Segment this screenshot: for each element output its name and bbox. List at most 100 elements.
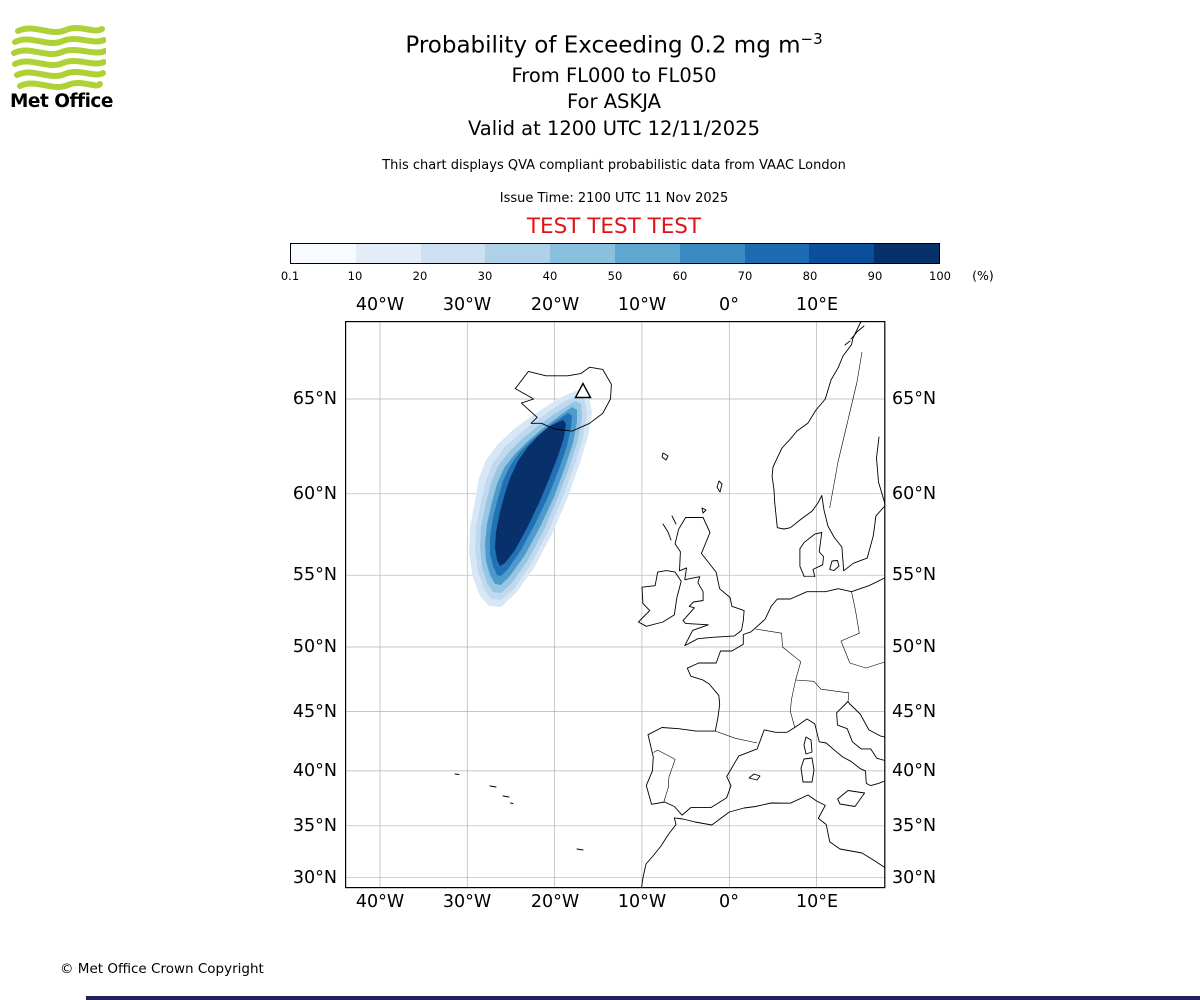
- logo-wave: [15, 25, 105, 35]
- graticule-grid: [345, 321, 885, 888]
- map-frame: [345, 321, 886, 889]
- logo-waves-graphic: [11, 25, 106, 90]
- colorbar-segment-2: [420, 244, 486, 263]
- copyright-text: © Met Office Crown Copyright: [60, 961, 264, 977]
- colorbar-tick: 60: [672, 269, 688, 283]
- qva-description: This chart displays QVA compliant probab…: [382, 158, 846, 173]
- colorbar-segment-0: [291, 244, 356, 263]
- logo-wave: [14, 69, 106, 79]
- met-office-logo: Met Office: [10, 24, 120, 112]
- y-tick-label-right: 30°N: [892, 868, 937, 888]
- colorbar-tick: 20: [412, 269, 428, 283]
- colorbar-tick: 30: [477, 269, 493, 283]
- x-tick-label-bottom: 10°W: [617, 892, 667, 912]
- coastline-azores: [454, 773, 514, 804]
- logo-text: Met Office: [10, 91, 113, 112]
- coastline-shetland: [716, 480, 723, 493]
- border-portugal-spain: [653, 749, 676, 803]
- title-text: Probability of Exceeding 0.2 mg m: [405, 32, 801, 59]
- map: [345, 321, 886, 889]
- test-banner: TEST TEST TEST: [526, 214, 702, 239]
- x-tick-label-top: 20°W: [530, 295, 580, 315]
- coastline-madeira: [576, 848, 584, 851]
- y-tick-label-left: 45°N: [292, 702, 337, 722]
- coastline-continental-europe: [645, 577, 886, 816]
- x-tick-label-top: 10°E: [795, 295, 839, 315]
- y-tick-label-right: 45°N: [892, 702, 937, 722]
- ash-plume: [469, 390, 592, 607]
- colorbar-segment-8: [809, 244, 875, 263]
- x-tick-label-bottom: 10°E: [795, 892, 839, 912]
- border-germany-poland-czech: [840, 591, 885, 669]
- border-norway-sweden: [829, 351, 863, 509]
- colorbar-segment-9: [874, 244, 939, 263]
- colorbar-tick: 70: [737, 269, 753, 283]
- y-tick-label-right: 50°N: [892, 637, 937, 657]
- colorbar-tick: 90: [867, 269, 883, 283]
- colorbar-tick: 40: [542, 269, 558, 283]
- coastline-scandinavia: [771, 321, 886, 572]
- page-title: Probability of Exceeding 0.2 mg m−3: [28, 30, 1200, 59]
- coastline-iceland: [514, 366, 612, 432]
- y-tick-label-right: 60°N: [892, 484, 937, 504]
- y-tick-label-left: 30°N: [292, 868, 337, 888]
- y-tick-label-left: 65°N: [292, 389, 337, 409]
- colorbar-segment-1: [355, 244, 421, 263]
- colorbar-tick: 50: [607, 269, 623, 283]
- colorbar-tick: 100: [929, 269, 951, 283]
- y-tick-label-left: 60°N: [292, 484, 337, 504]
- colorbar-segment-7: [744, 244, 810, 263]
- y-tick-label-left: 40°N: [292, 761, 337, 781]
- x-tick-label-top: 10°W: [617, 295, 667, 315]
- colorbar-tick: 0.1: [280, 269, 300, 283]
- colorbar-unit-label: (%): [972, 268, 994, 283]
- volcano-marker: [574, 382, 592, 399]
- colorbar-segment-5: [614, 244, 680, 263]
- subtitle-flight-levels: From FL000 to FL050: [511, 64, 717, 87]
- y-tick-label-right: 35°N: [892, 816, 937, 836]
- coastline-north-africa: [673, 794, 886, 868]
- y-tick-label-left: 35°N: [292, 816, 337, 836]
- logo-wave: [12, 36, 106, 46]
- y-tick-label-left: 55°N: [292, 565, 337, 585]
- x-tick-label-bottom: 0°: [719, 892, 739, 912]
- coastlines: [454, 321, 886, 889]
- coastline-orkney: [701, 507, 707, 514]
- subtitle-valid-time: Valid at 1200 UTC 12/11/2025: [467, 117, 761, 140]
- coastline-baltic-sweden: [876, 436, 886, 504]
- colorbar-segment-3: [485, 244, 551, 263]
- coastline-sardinia: [800, 757, 815, 783]
- coastline-zealand: [829, 560, 840, 571]
- logo-wave: [12, 58, 106, 68]
- logo-wave: [11, 47, 106, 57]
- x-tick-label-bottom: 30°W: [442, 892, 492, 912]
- border-alps-italy: [795, 679, 850, 702]
- country-borders: [653, 351, 885, 803]
- coastline-lofoten: [844, 325, 865, 346]
- y-tick-label-right: 40°N: [892, 761, 937, 781]
- logo-wave: [17, 80, 103, 90]
- issue-time: Issue Time: 2100 UTC 11 Nov 2025: [499, 191, 729, 206]
- y-tick-label-right: 55°N: [892, 565, 937, 585]
- coastline-mallorca: [748, 773, 761, 781]
- coastline-ireland: [637, 570, 682, 627]
- coastline-adriatic: [836, 701, 886, 761]
- colorbar-tick: 10: [347, 269, 363, 283]
- border-lowlands-germany: [755, 628, 802, 681]
- x-tick-label-bottom: 20°W: [530, 892, 580, 912]
- colorbar-segment-6: [679, 244, 745, 263]
- coastline-jutland: [799, 532, 824, 578]
- coastline-corsica: [803, 736, 813, 755]
- title-superscript: −3: [800, 30, 823, 48]
- colorbar-segment-4: [550, 244, 615, 263]
- footer-bar: [86, 996, 1200, 1000]
- subtitle-volcano: For ASKJA: [567, 90, 661, 113]
- y-tick-label-left: 50°N: [292, 637, 337, 657]
- border-france-italy: [790, 679, 796, 728]
- x-tick-label-bottom: 40°W: [355, 892, 405, 912]
- colorbar: [290, 243, 940, 264]
- coastline-faroe-islands: [661, 452, 669, 461]
- coastline-morocco-atlantic: [641, 817, 677, 889]
- coastline-hebrides: [662, 515, 677, 541]
